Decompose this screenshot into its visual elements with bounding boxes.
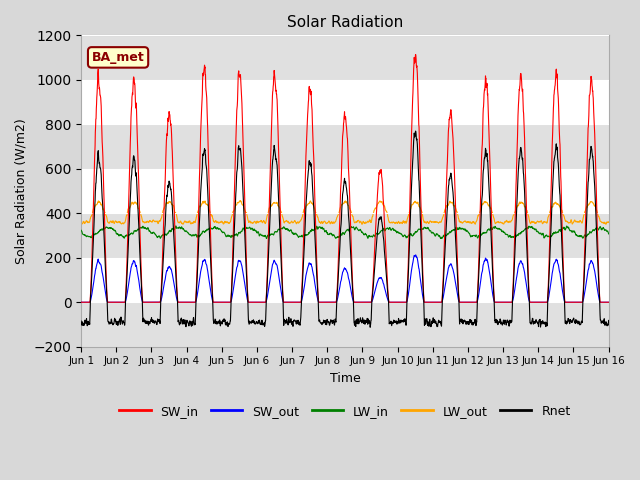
Legend: SW_in, SW_out, LW_in, LW_out, Rnet: SW_in, SW_out, LW_in, LW_out, Rnet [115, 400, 575, 423]
Title: Solar Radiation: Solar Radiation [287, 15, 403, 30]
Y-axis label: Solar Radiation (W/m2): Solar Radiation (W/m2) [15, 118, 28, 264]
Bar [81, 213, 609, 258]
Bar [81, 124, 609, 169]
Bar [81, 36, 609, 80]
X-axis label: Time: Time [330, 372, 360, 385]
Bar [81, 302, 609, 347]
Text: BA_met: BA_met [92, 51, 145, 64]
